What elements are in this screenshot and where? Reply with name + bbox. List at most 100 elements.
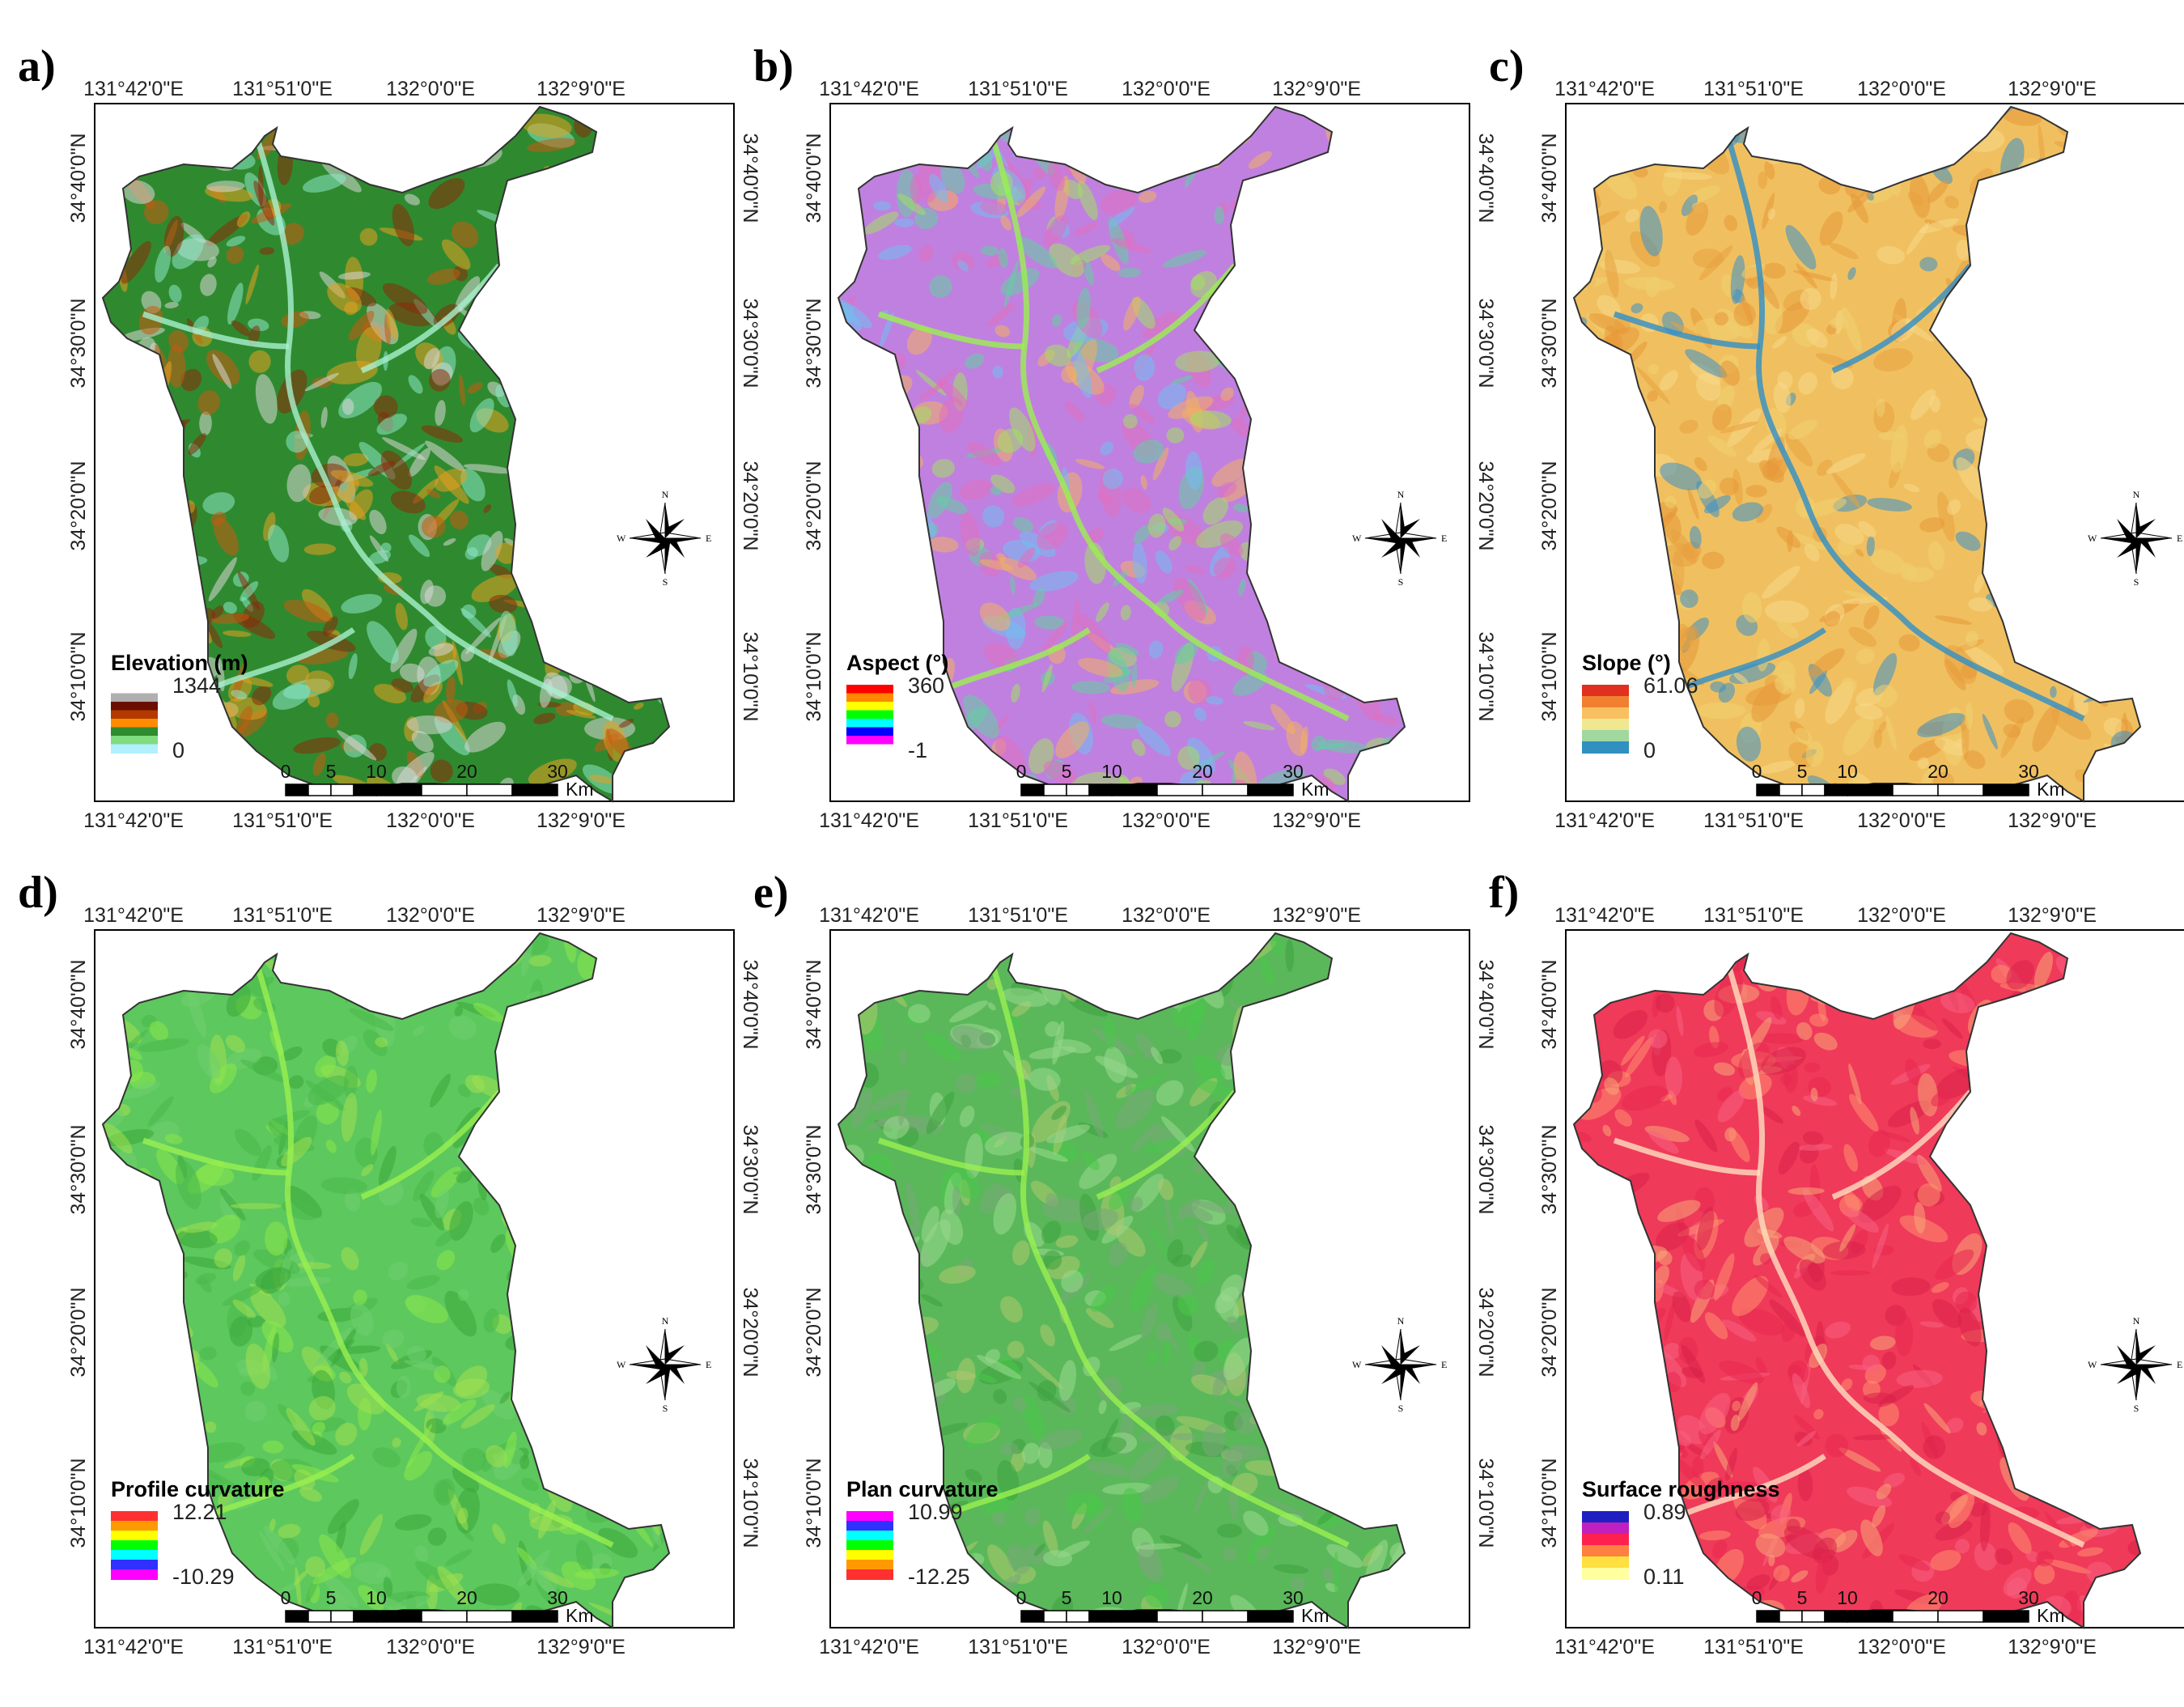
latitude-label-right: 34°30'0"N xyxy=(739,1124,761,1214)
raster-patch xyxy=(1071,681,1110,694)
raster-patch xyxy=(1927,180,1949,203)
raster-patch xyxy=(1321,1567,1336,1583)
longitude-label-top: 131°51'0"E xyxy=(968,78,1068,100)
raster-patch xyxy=(392,203,414,247)
raster-patch xyxy=(1085,1461,1130,1476)
raster-patch xyxy=(1787,1187,1825,1195)
compass-arm-minor xyxy=(1401,538,1420,558)
raster-patch xyxy=(1902,562,1918,579)
raster-patch xyxy=(965,1415,1002,1449)
raster-patch xyxy=(435,1229,455,1247)
raster-patch xyxy=(483,1308,499,1333)
basin-outline xyxy=(101,105,671,803)
raster-patch xyxy=(1700,1429,1721,1459)
raster-patch xyxy=(528,758,577,786)
raster-patch xyxy=(1741,592,1762,623)
stream-line xyxy=(214,627,355,690)
raster-patch xyxy=(1954,1539,1970,1554)
raster-patch xyxy=(1102,468,1123,490)
longitude-label-top: 131°51'0"E xyxy=(1703,904,1804,927)
raster-patch xyxy=(406,1345,426,1363)
raster-patch xyxy=(589,775,613,784)
raster-patch xyxy=(451,221,479,248)
raster-patch xyxy=(394,1514,432,1531)
raster-patch xyxy=(1948,1493,1975,1529)
raster-patch xyxy=(368,550,392,564)
scale-segment xyxy=(421,783,468,796)
raster-patch xyxy=(1873,728,1883,749)
raster-patch xyxy=(1022,1395,1045,1442)
raster-patch xyxy=(471,574,519,603)
raster-patch xyxy=(1947,499,1961,516)
raster-patch xyxy=(1791,1570,1809,1583)
raster-patch xyxy=(1108,1242,1128,1267)
raster-patch xyxy=(1084,1506,1113,1534)
raster-patch xyxy=(1220,387,1234,401)
raster-patch xyxy=(1809,648,1845,677)
raster-patch xyxy=(464,721,507,753)
raster-patch xyxy=(446,676,456,703)
raster-patch xyxy=(465,617,502,655)
raster-patch xyxy=(1147,513,1166,538)
raster-patch xyxy=(1028,1068,1061,1091)
raster-patch xyxy=(232,1299,257,1318)
raster-patch xyxy=(294,1569,308,1586)
raster-patch xyxy=(375,1037,388,1048)
raster-patch xyxy=(1817,998,1826,1021)
raster-patch xyxy=(1158,1178,1174,1200)
raster-patch xyxy=(1664,495,1677,508)
raster-patch xyxy=(1796,1430,1817,1447)
raster-patch xyxy=(2006,1577,2028,1599)
raster-patch xyxy=(399,663,425,683)
raster-patch xyxy=(226,245,244,264)
raster-patch xyxy=(1694,456,1707,472)
raster-patch xyxy=(1676,1006,1684,1037)
raster-patch xyxy=(1762,566,1800,599)
raster-patch xyxy=(1128,1403,1180,1418)
raster-patch xyxy=(1190,410,1232,429)
raster-patch xyxy=(1923,1435,1946,1459)
scale-tick-label: 0 xyxy=(1752,1587,1762,1608)
legend-title: Elevation (m) xyxy=(111,651,248,675)
scale-segment xyxy=(1020,783,1045,796)
raster-patch xyxy=(304,372,340,392)
legend-color-swatch xyxy=(846,1521,893,1531)
raster-patch xyxy=(1758,760,1796,774)
raster-patch xyxy=(1849,1093,1879,1132)
raster-patch xyxy=(244,1400,267,1422)
raster-patch xyxy=(1290,1576,1306,1591)
raster-patch xyxy=(1717,1089,1745,1123)
raster-patch xyxy=(236,211,251,227)
raster-patch xyxy=(1625,209,1639,223)
raster-patch xyxy=(1012,1396,1028,1412)
raster-patch xyxy=(1873,652,1898,696)
legend-title: Slope (°) xyxy=(1582,651,1671,675)
raster-patch xyxy=(1174,641,1198,665)
raster-patch xyxy=(929,275,952,299)
raster-patch xyxy=(473,1583,520,1606)
raster-patch xyxy=(1226,1224,1251,1250)
scale-segment xyxy=(1202,1610,1249,1623)
legend-color-swatch xyxy=(1582,1522,1629,1535)
scale-segment xyxy=(1156,783,1203,796)
raster-patch xyxy=(350,1303,374,1336)
raster-patch xyxy=(960,479,992,500)
scale-segment xyxy=(1111,1610,1158,1623)
raster-patch xyxy=(1711,1539,1728,1559)
raster-patch xyxy=(430,1073,451,1108)
compass-s: S xyxy=(2134,1403,2139,1414)
raster-patch xyxy=(1825,1433,1849,1458)
raster-patch xyxy=(618,719,634,728)
scale-segment xyxy=(1983,783,2029,796)
scale-tick-label: 5 xyxy=(1062,1587,1072,1608)
legend-color-swatch xyxy=(1582,696,1629,708)
raster-patch xyxy=(1202,497,1228,525)
scale-tick-label: 10 xyxy=(366,1587,387,1608)
raster-patch xyxy=(1186,737,1215,775)
raster-patch xyxy=(1966,634,1978,647)
latitude-label-left: 34°20'0"N xyxy=(1538,461,1561,550)
raster-patch xyxy=(1037,522,1068,550)
raster-patch xyxy=(1034,1543,1045,1556)
raster-patch xyxy=(125,1047,142,1060)
raster-patch xyxy=(921,1206,939,1243)
